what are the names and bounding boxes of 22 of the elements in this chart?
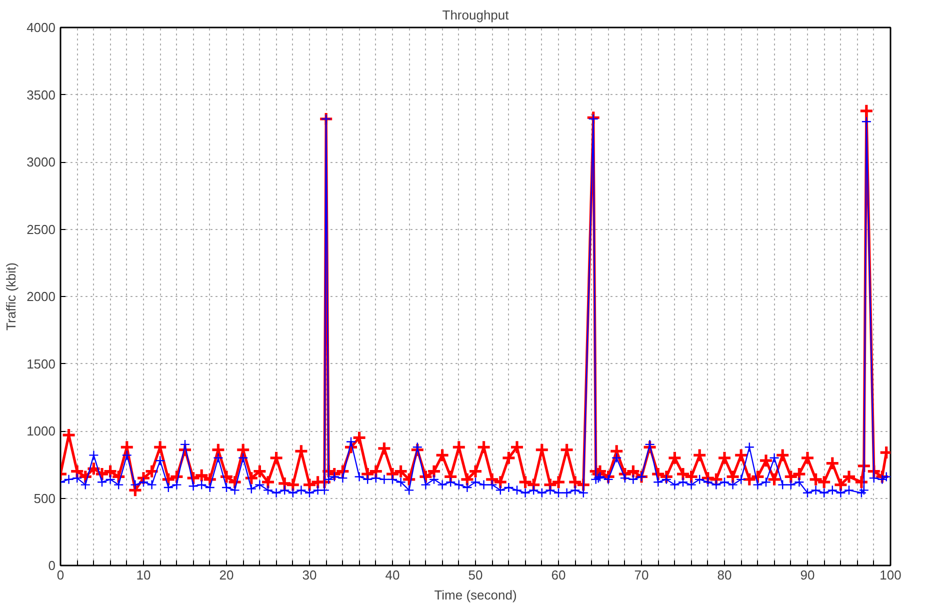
y-tick-label: 1000 xyxy=(26,424,56,438)
y-tick-label: 3000 xyxy=(26,154,56,170)
x-tick-label: 70 xyxy=(634,568,649,582)
x-tick-label: 10 xyxy=(136,568,151,582)
y-tick-label: 4000 xyxy=(26,20,56,35)
x-tick-label: 100 xyxy=(880,568,902,582)
x-tick-label: 60 xyxy=(551,568,566,582)
x-axis-title: Time (second) xyxy=(434,588,517,602)
x-tick-label: 90 xyxy=(800,568,815,582)
x-tick-label: 30 xyxy=(302,568,317,582)
x-tick-label: 50 xyxy=(468,568,483,582)
x-tick-label: 80 xyxy=(717,568,732,582)
x-tick-label: 40 xyxy=(385,568,400,582)
x-tick-label: 20 xyxy=(219,568,234,582)
y-tick-label: 500 xyxy=(34,490,56,506)
y-tick-label: 2500 xyxy=(26,222,56,237)
y-axis-title: Traffic (kbit) xyxy=(4,262,19,330)
chart-title: Throughput xyxy=(442,8,510,22)
y-tick-label: 3500 xyxy=(26,87,56,102)
y-tick-label: 1500 xyxy=(26,356,56,372)
y-tick-label: 2000 xyxy=(26,289,56,304)
y-tick-label: 0 xyxy=(48,558,56,573)
